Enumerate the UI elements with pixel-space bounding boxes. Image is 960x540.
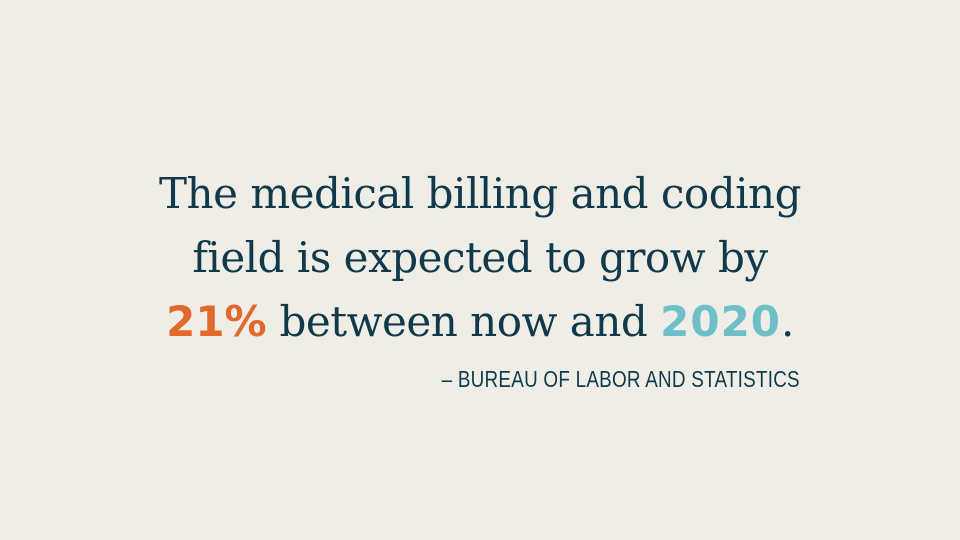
highlight-percent: 21% (166, 297, 267, 346)
quote-line-3: 21% between now and 2020. (0, 290, 960, 354)
highlight-year: 2020 (660, 297, 782, 346)
quote-block: The medical billing and coding field is … (0, 162, 960, 354)
quote-line-1: The medical billing and coding (159, 169, 801, 218)
quote-line-3-end: . (781, 297, 794, 346)
quote-line-3-middle: between now and (266, 297, 661, 346)
attribution-source: – BUREAU OF LABOR AND STATISTICS (441, 366, 800, 392)
quote-line-2: field is expected to grow by (192, 233, 768, 282)
